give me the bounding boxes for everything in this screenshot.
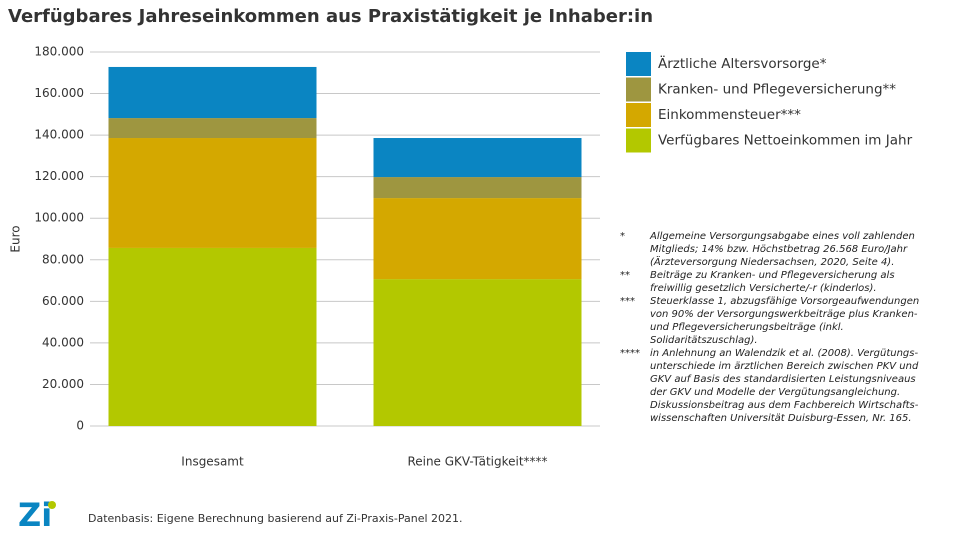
legend-label: Kranken- und Pflegeversicherung** bbox=[658, 82, 896, 98]
source-note: Datenbasis: Eigene Berechnung basierend … bbox=[88, 512, 463, 525]
bar-segment bbox=[373, 279, 582, 426]
footnote-line: von 90% der Versorgungswerkbeiträge plus… bbox=[650, 309, 918, 320]
legend-label: Einkommensteuer*** bbox=[658, 107, 801, 123]
footnote-marker: ** bbox=[620, 270, 630, 281]
chart-title: Verfügbares Jahreseinkommen aus Praxistä… bbox=[8, 6, 653, 27]
footnote-line: GKV auf Basis des standardisierten Leist… bbox=[650, 374, 916, 385]
footnote-line: Beiträge zu Kranken- und Pflegeversicher… bbox=[650, 270, 895, 281]
y-tick-label: 60.000 bbox=[42, 294, 84, 308]
y-tick-label: 140.000 bbox=[34, 128, 84, 142]
bar-segment bbox=[108, 138, 317, 248]
footnote-marker: *** bbox=[620, 296, 635, 307]
footnote-line: in Anlehnung an Walendzik et al. (2008).… bbox=[650, 348, 918, 359]
legend-label: Verfügbares Nettoeinkommen im Jahr bbox=[658, 133, 913, 149]
footnote-line: Diskussionsbeitrag aus dem Fachbereich W… bbox=[650, 400, 919, 411]
legend-label: Ärztliche Altersvorsorge* bbox=[658, 54, 827, 72]
bar-segment bbox=[373, 177, 582, 199]
legend-swatch bbox=[626, 52, 651, 76]
bar-segment bbox=[108, 66, 317, 119]
y-tick-label: 40.000 bbox=[42, 335, 84, 349]
legend-swatch bbox=[626, 128, 651, 153]
footnote-line: Solidaritätszuschlag). bbox=[650, 335, 758, 346]
legend-swatch bbox=[626, 77, 651, 102]
bar-segment bbox=[108, 247, 317, 426]
y-tick-label: 160.000 bbox=[34, 86, 84, 100]
y-tick-label: 20.000 bbox=[42, 377, 84, 391]
y-tick-label: 120.000 bbox=[34, 169, 84, 183]
footnote-line: und Pflegeversicherungsbeiträge (inkl. bbox=[650, 322, 844, 333]
bar-segment bbox=[373, 138, 582, 178]
bar-segment bbox=[373, 198, 582, 280]
x-tick-label: Reine GKV-Tätigkeit**** bbox=[407, 455, 547, 469]
bar-segment bbox=[108, 118, 317, 139]
y-tick-label: 0 bbox=[76, 419, 84, 433]
legend-swatch bbox=[626, 103, 651, 127]
footnote-line: unterschiede im ärztlichen Bereich zwisc… bbox=[650, 361, 919, 372]
footnote-line: freiwillig gesetzlich Versicherte/-r (ki… bbox=[650, 283, 877, 294]
logo: Zi bbox=[18, 496, 52, 534]
y-tick-label: 100.000 bbox=[34, 211, 84, 225]
logo-dot bbox=[48, 501, 56, 509]
footnote-line: wissenschaften Universität Duisburg-Esse… bbox=[650, 413, 912, 424]
footnote-line: der GKV und Modelle der Vergütungsanglei… bbox=[650, 387, 900, 398]
footnote-marker: * bbox=[620, 231, 625, 242]
footnote-line: Allgemeine Versorgungsabgabe eines voll … bbox=[649, 231, 915, 242]
footnote-marker: **** bbox=[620, 348, 640, 359]
y-tick-label: 180.000 bbox=[34, 45, 84, 59]
footnote-line: (Ärzteversorgung Niedersachsen, 2020, Se… bbox=[650, 255, 894, 268]
y-tick-label: 80.000 bbox=[42, 252, 84, 266]
footnote-line: Mitglieds; 14% bzw. Höchstbetrag 26.568 … bbox=[650, 244, 908, 255]
x-tick-label: Insgesamt bbox=[181, 455, 244, 469]
y-axis-label: Euro bbox=[9, 225, 23, 252]
footnote-line: Steuerklasse 1, abzugsfähige Vorsorgeauf… bbox=[650, 296, 919, 307]
